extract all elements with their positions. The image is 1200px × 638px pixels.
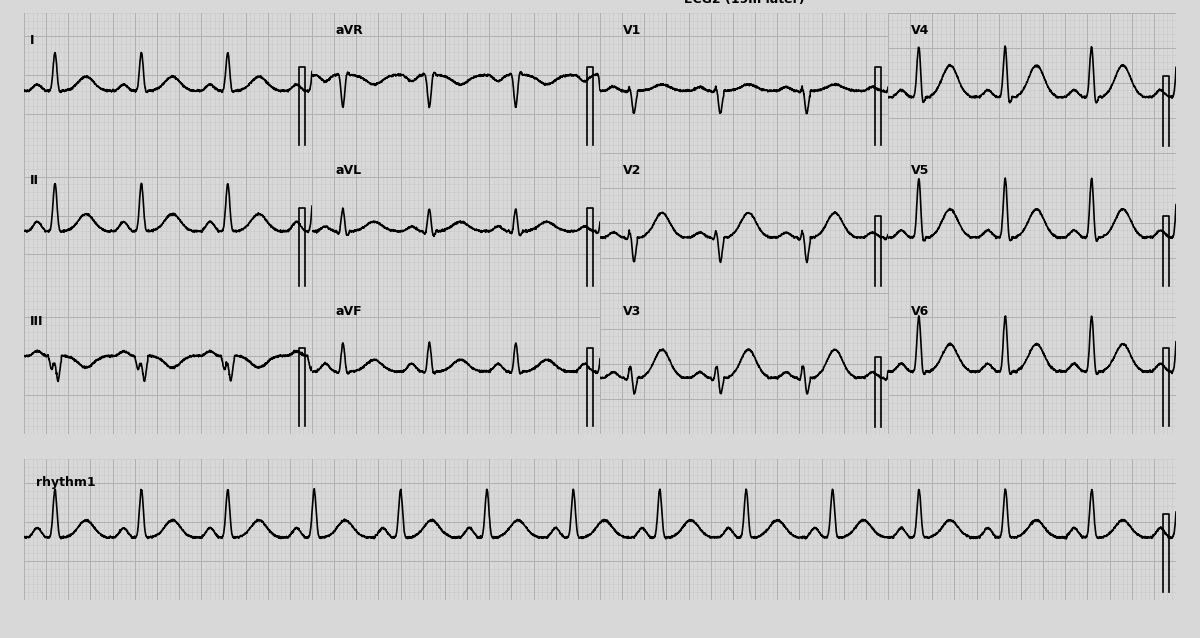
Text: rhythm1: rhythm1 bbox=[36, 476, 95, 489]
Text: I: I bbox=[30, 34, 35, 47]
Text: V6: V6 bbox=[911, 305, 929, 318]
Text: ECG2 (19m later): ECG2 (19m later) bbox=[684, 0, 804, 6]
Text: V5: V5 bbox=[911, 165, 930, 177]
Text: V3: V3 bbox=[623, 305, 641, 318]
Text: V2: V2 bbox=[623, 165, 642, 177]
Text: III: III bbox=[30, 315, 43, 327]
Text: V1: V1 bbox=[623, 24, 642, 37]
Text: aVF: aVF bbox=[335, 305, 361, 318]
Text: aVL: aVL bbox=[335, 165, 361, 177]
Text: V4: V4 bbox=[911, 24, 930, 37]
Text: aVR: aVR bbox=[335, 24, 362, 37]
Text: II: II bbox=[30, 174, 38, 187]
